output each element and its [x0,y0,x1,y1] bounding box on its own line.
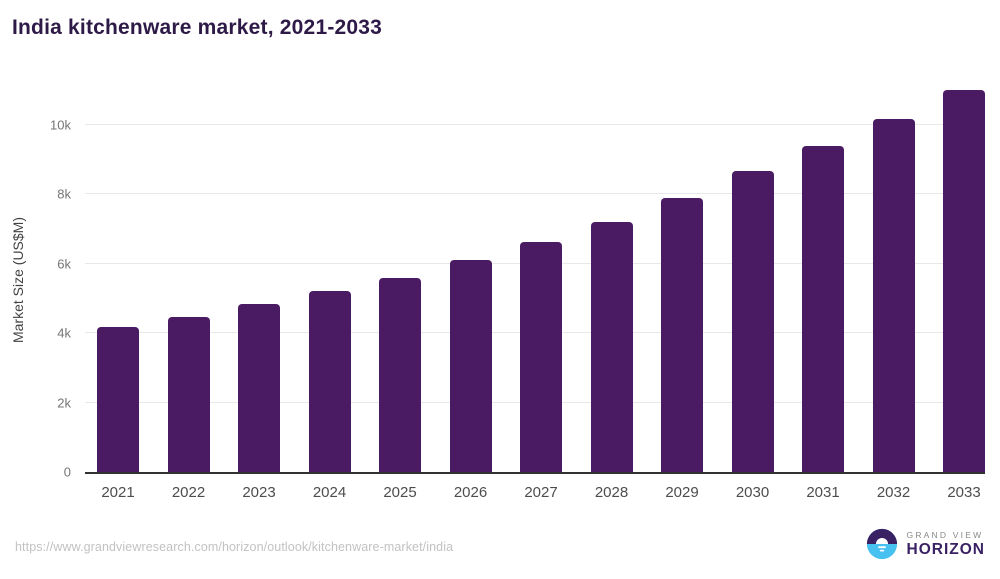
y-tick-label: 6k [57,256,71,272]
gridline [85,123,985,125]
bar-2025[interactable]: 2025 [379,277,421,501]
x-tick-label: 2024 [312,484,347,501]
bar-2029[interactable]: 2029 [661,197,703,501]
bar-2033[interactable]: 2033 [943,89,985,501]
horizon-logo-icon [866,528,897,560]
x-tick-label: 2022 [171,484,206,501]
y-tick-label: 8k [57,186,71,202]
logo-text: GRAND VIEW HORIZON [906,529,985,558]
bar-2028[interactable]: 2028 [590,221,633,501]
x-tick-label: 2032 [876,484,911,501]
chart-title: India kitchenware market, 2021-2033 [12,16,383,39]
y-tick-label: 10k [50,117,71,133]
x-tick-label: 2025 [383,484,417,501]
x-tick-label: 2031 [806,484,840,501]
bar-series: 2021 2022 2023 2024 2025 2026 2027 2028 2029 2030… [97,85,985,501]
plot-area: 0 2k 4k 6k 8k 10k 2021 2022 2023 2024 2025 2026 202… [50,85,985,501]
logo-horizon-label: HORIZON [906,541,985,558]
bar-2027[interactable]: 2027 [520,241,562,501]
x-tick-label: 2029 [665,484,699,501]
bar-2026[interactable]: 2026 [449,259,492,501]
bar-2030[interactable]: 2030 [731,171,774,501]
x-tick-label: 2027 [524,484,558,501]
source-url: https://www.grandviewresearch.com/horizo… [15,540,454,554]
x-tick-label: 2030 [735,484,770,501]
x-tick-label: 2026 [453,484,488,501]
x-tick-label: 2023 [242,484,276,501]
grand-view-horizon-logo[interactable]: GRAND VIEW HORIZON [866,528,985,560]
y-axis-title: Market Size (US$M) [10,216,26,344]
x-tick-label: 2033 [947,484,981,501]
y-tick-label: 4k [57,325,71,341]
logo-grand-view-label: GRAND VIEW [906,529,984,540]
bar-2024[interactable]: 2024 [308,291,351,501]
bar-2021[interactable]: 2021 [97,326,139,501]
bar-2022[interactable]: 2022 [167,316,210,501]
bar-2031[interactable]: 2031 [802,145,844,501]
x-tick-label: 2028 [594,484,629,501]
gridline [85,193,985,195]
y-tick-label: 0 [63,464,71,480]
bar-2023[interactable]: 2023 [238,304,280,501]
x-tick-label: 2021 [101,484,135,501]
bar-2032[interactable]: 2032 [872,118,915,501]
y-tick-label: 2k [57,395,71,411]
